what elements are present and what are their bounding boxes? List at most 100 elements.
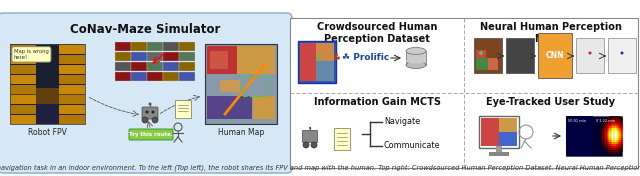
Bar: [10, 105, 36, 114]
Bar: [609, 125, 611, 128]
Bar: [608, 137, 610, 140]
Bar: [611, 120, 612, 122]
Bar: [615, 130, 617, 132]
Text: Robot FPV: Robot FPV: [28, 128, 67, 137]
Bar: [621, 131, 623, 134]
Bar: [602, 125, 604, 128]
Bar: [604, 142, 605, 144]
FancyBboxPatch shape: [142, 107, 158, 119]
Bar: [618, 149, 620, 152]
Bar: [616, 130, 618, 132]
Bar: [621, 124, 623, 126]
Bar: [608, 147, 610, 150]
Bar: [608, 149, 610, 152]
Bar: [607, 146, 609, 148]
Bar: [609, 152, 611, 154]
Bar: [604, 140, 605, 142]
Bar: [609, 127, 611, 130]
Text: Crowdsourced Human
Perception Dataset: Crowdsourced Human Perception Dataset: [317, 22, 437, 44]
Bar: [607, 149, 609, 152]
Bar: [604, 131, 605, 134]
Bar: [115, 52, 131, 61]
Bar: [618, 130, 620, 132]
Bar: [59, 84, 85, 94]
Bar: [506, 38, 534, 73]
Bar: [607, 130, 609, 132]
Bar: [614, 120, 616, 122]
Bar: [611, 136, 612, 138]
Bar: [620, 136, 621, 138]
Bar: [614, 152, 616, 154]
Bar: [621, 118, 623, 120]
Bar: [576, 38, 604, 73]
Bar: [602, 142, 604, 144]
Circle shape: [589, 52, 591, 55]
Circle shape: [152, 117, 158, 123]
Bar: [615, 149, 617, 152]
Bar: [10, 88, 85, 124]
Bar: [147, 42, 163, 51]
Text: Information Gain MCTS: Information Gain MCTS: [314, 97, 440, 107]
Bar: [605, 120, 607, 122]
Bar: [609, 143, 611, 146]
Bar: [205, 44, 277, 124]
Bar: [615, 143, 617, 146]
Bar: [607, 127, 609, 130]
Bar: [131, 71, 147, 81]
Bar: [608, 118, 610, 120]
Bar: [605, 143, 607, 146]
Bar: [605, 146, 607, 148]
Bar: [608, 143, 610, 146]
Bar: [131, 61, 147, 71]
Bar: [620, 124, 621, 126]
Bar: [612, 121, 614, 124]
Bar: [608, 134, 610, 136]
Bar: [620, 120, 621, 122]
Bar: [618, 127, 620, 130]
Bar: [253, 96, 275, 119]
Bar: [607, 134, 609, 136]
Bar: [10, 84, 36, 94]
Bar: [602, 124, 604, 126]
Bar: [621, 120, 623, 122]
Text: Human Map: Human Map: [218, 128, 264, 137]
Bar: [615, 146, 617, 148]
Bar: [612, 136, 614, 138]
Bar: [618, 146, 620, 148]
Bar: [616, 149, 618, 152]
Bar: [605, 142, 607, 144]
Circle shape: [316, 56, 320, 60]
Bar: [615, 152, 617, 154]
Bar: [612, 130, 614, 132]
Bar: [605, 134, 607, 136]
Bar: [620, 131, 621, 134]
Bar: [620, 130, 621, 132]
Bar: [607, 131, 609, 134]
Bar: [604, 125, 605, 128]
Bar: [609, 130, 611, 132]
Bar: [59, 55, 85, 64]
Bar: [316, 61, 334, 81]
Bar: [602, 134, 604, 136]
Bar: [602, 143, 604, 146]
FancyBboxPatch shape: [334, 128, 350, 150]
Bar: [620, 134, 621, 136]
Bar: [607, 147, 609, 150]
Bar: [601, 127, 603, 130]
Bar: [605, 137, 607, 140]
Bar: [620, 137, 621, 140]
Bar: [609, 137, 611, 140]
Bar: [611, 118, 612, 120]
Bar: [616, 120, 618, 122]
Bar: [615, 115, 617, 118]
Bar: [605, 127, 607, 130]
Bar: [604, 143, 605, 146]
Bar: [609, 124, 611, 126]
Bar: [615, 136, 617, 138]
Bar: [10, 44, 85, 124]
FancyBboxPatch shape: [129, 129, 173, 140]
Bar: [605, 131, 607, 134]
Bar: [611, 124, 612, 126]
Bar: [10, 64, 36, 74]
Ellipse shape: [406, 61, 426, 68]
